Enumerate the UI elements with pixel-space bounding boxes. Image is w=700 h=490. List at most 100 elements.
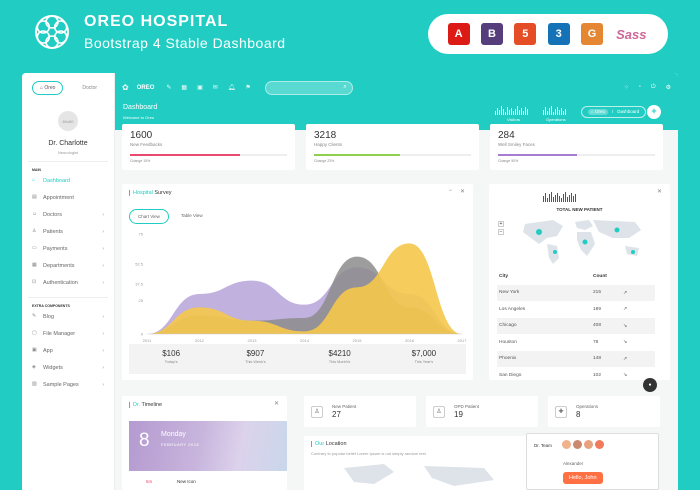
spark-bar — [575, 194, 576, 202]
avatar[interactable]: 80x80 — [58, 111, 78, 131]
chart-view-tab[interactable]: Chart View — [129, 209, 169, 224]
calendar-icon[interactable]: ▦ — [181, 85, 188, 91]
spark-bar — [499, 110, 500, 115]
stat-card: 3218 Happy Clients Change 23% — [306, 124, 479, 170]
flag-icon[interactable]: ⚑ — [245, 85, 251, 91]
our-location-card: Our Location Contrary to popular belief … — [304, 436, 529, 490]
avatar[interactable] — [562, 440, 571, 449]
power-icon[interactable]: ⏻ — [650, 84, 656, 90]
close-icon[interactable]: ✕ — [459, 189, 465, 195]
spark-bar — [561, 108, 562, 115]
bell-icon[interactable]: 🔔︎ — [227, 85, 236, 91]
summary-cell: $106 Today's — [129, 344, 213, 374]
zoom-in-button[interactable]: + — [498, 221, 504, 227]
stat-value: 1600 — [130, 130, 153, 141]
profile-name: Dr. Charlotte — [48, 140, 88, 147]
sidebar-item-dashboard[interactable]: ⌂ Dashboard — [22, 172, 114, 189]
stat-progress-fill — [130, 154, 240, 156]
spark-bar — [561, 198, 562, 202]
spark-bar — [517, 106, 518, 115]
avatar[interactable] — [584, 440, 593, 449]
tech-badges: A B 5 3 G Sass — [428, 14, 668, 54]
sidebar-item-payments[interactable]: ▭ Payments › — [22, 240, 114, 257]
sidebar-item-label: Authentication — [43, 279, 78, 286]
divider — [28, 161, 108, 162]
y-tick-label: 0 — [141, 332, 144, 337]
navbar-logo[interactable]: OREO — [136, 84, 155, 91]
tab-doctor[interactable]: Doctor — [82, 85, 98, 91]
sidebar-item-authentication[interactable]: ⊡ Authentication › — [22, 274, 114, 291]
table-row[interactable]: Los Angeles 189 ↗ — [497, 301, 655, 318]
spark-bar — [565, 192, 566, 202]
operations-sparkline — [543, 105, 566, 115]
settings-icon[interactable]: ⚙ — [665, 85, 671, 91]
sidebar-item-blog[interactable]: ✎ Blog › — [22, 308, 114, 325]
grunt-icon: G — [580, 23, 603, 45]
spark-bar — [523, 111, 524, 115]
world-map[interactable] — [509, 214, 659, 266]
sidebar-item-app[interactable]: ▣ App › — [22, 342, 114, 359]
search-icon[interactable]: ⌕ — [343, 83, 347, 90]
avatar[interactable] — [573, 440, 582, 449]
chat-fab-button[interactable]: ● — [643, 378, 657, 392]
table-row[interactable]: New York 215 ↗ — [497, 284, 655, 301]
avatar[interactable] — [595, 440, 604, 449]
table-row[interactable]: Chicago 408 ↘ — [497, 317, 655, 334]
mini-stat-text: New Patient 27 — [332, 404, 356, 419]
sidebar-item-departments[interactable]: ▦ Departments › — [22, 257, 114, 274]
pencil-icon[interactable]: ✎ — [166, 85, 172, 91]
zoom-out-button[interactable]: − — [498, 229, 504, 235]
chat-icon[interactable]: ▣ — [197, 85, 203, 91]
sidebar-item-widgets[interactable]: ◈ Widgets › — [22, 359, 114, 376]
spark-bar — [543, 196, 544, 202]
sidebar-item-doctors[interactable]: ☺ Doctors › — [22, 206, 114, 223]
tab-oreo[interactable]: ⌂ Oreo — [31, 81, 64, 95]
x-tick-label: 2015 — [353, 338, 363, 343]
trend-down-icon: ↘ — [623, 372, 628, 379]
table-view-tab[interactable]: Table View — [180, 213, 203, 218]
x-tick-label: 2014 — [300, 338, 310, 343]
mail-icon[interactable]: ✉ — [212, 85, 218, 91]
sidebar-item-label: Doctors — [43, 211, 62, 218]
spark-bar — [505, 112, 506, 115]
revenue-summary: $106 Today's $907 This Week's $4210 This Mont… — [129, 344, 466, 374]
city-cell: New York — [499, 290, 520, 296]
sidebar-item-file-manager[interactable]: ▢ File Manager › — [22, 325, 114, 342]
spark-bar — [565, 109, 566, 115]
table-row[interactable]: San Diego 102 ↘ — [497, 367, 655, 384]
stat-label: Happy Clients — [314, 142, 343, 147]
search-input[interactable]: ⌕ — [264, 80, 353, 95]
sidebar-item-sample-pages[interactable]: ▧ Sample Pages › — [22, 376, 114, 393]
breadcrumb-home[interactable]: ⌂ Oreo — [588, 109, 608, 115]
app-icon: ▣ — [32, 347, 37, 353]
apps-icon[interactable]: ⁘ — [623, 85, 629, 91]
mini-stat-text: Operations 8 — [576, 404, 598, 419]
y-tick-label: 25 — [139, 298, 144, 303]
spark-bar — [553, 197, 554, 202]
add-button[interactable]: + — [647, 105, 661, 119]
table-row[interactable]: Houston 78 ↘ — [497, 334, 655, 351]
location-map[interactable] — [304, 460, 529, 490]
spark-bar — [515, 109, 516, 115]
sidebar-item-appointment[interactable]: ▤ Appointment — [22, 189, 114, 206]
count-cell: 189 — [593, 306, 602, 312]
breadcrumb: ⌂ Oreo / Dashboard — [581, 106, 647, 118]
minimize-icon[interactable]: − — [448, 188, 452, 194]
logo-icon[interactable]: ✿ — [122, 83, 129, 92]
chevron-right-icon: › — [102, 279, 104, 286]
chevron-right-icon: › — [102, 245, 104, 252]
chevron-right-icon: › — [102, 228, 104, 235]
spark-bar — [501, 106, 502, 115]
table-row[interactable]: Phoenix 148 ↗ — [497, 350, 655, 367]
sidebar-item-label: Appointment — [43, 194, 74, 201]
spark-bar — [553, 112, 554, 115]
close-icon[interactable]: ✕ — [656, 189, 662, 195]
sidebar-item-patients[interactable]: ♙ Patients › — [22, 223, 114, 240]
fullscreen-icon[interactable]: ▫ — [638, 84, 641, 90]
operations-label: Operations — [546, 117, 566, 122]
spark-bar — [525, 107, 526, 115]
divider — [28, 297, 108, 298]
city-cell: San Diego — [499, 372, 522, 378]
close-icon[interactable]: ✕ — [273, 401, 279, 407]
page-subtitle: Welcome to Oreo — [123, 115, 155, 120]
